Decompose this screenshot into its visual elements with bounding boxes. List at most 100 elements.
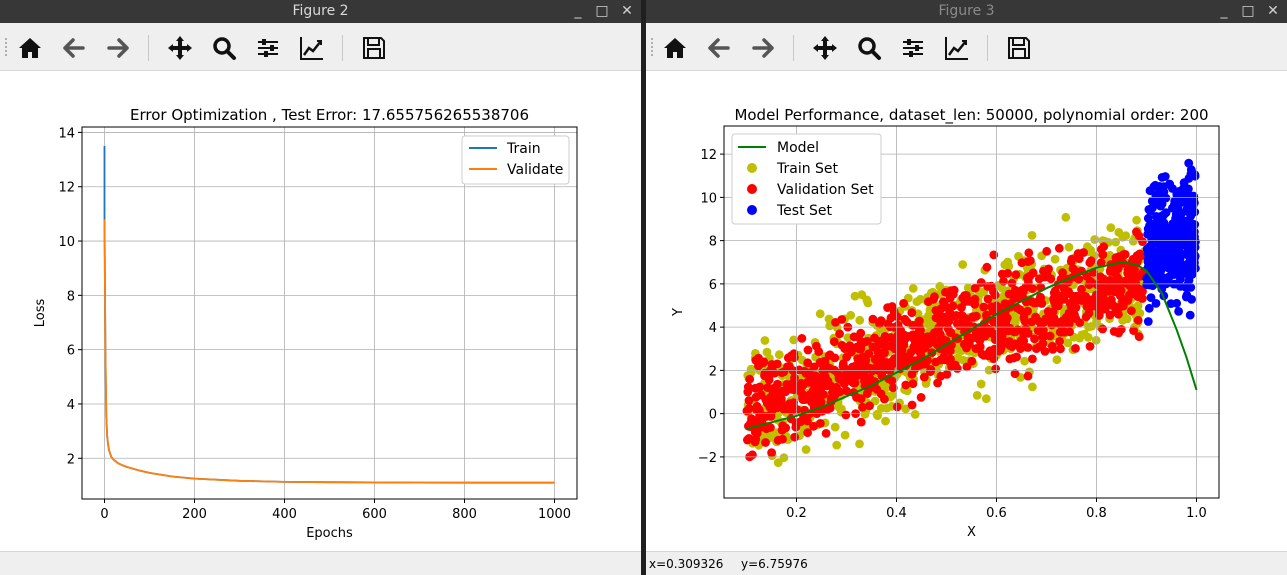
point [1010,327,1020,337]
point [952,364,962,373]
y-axis-label: Loss [33,299,48,328]
point [897,344,906,354]
point [791,422,801,432]
point [1158,278,1168,287]
save-icon[interactable] [1004,33,1034,63]
point [989,250,999,260]
point [838,361,848,371]
configure-subplots-icon[interactable] [253,33,283,63]
point [797,334,807,343]
point [889,357,898,367]
point [981,394,991,404]
point [809,421,818,431]
point [767,448,776,457]
point [803,345,813,355]
legend-label: Train Set [776,161,839,177]
figure-window-2: Figure 3 _ □ ✕ 0.2 0.4 0.6 0. [646,0,1287,575]
point [944,316,954,326]
model-performance-chart[interactable]: 0.2 0.4 0.6 0.8 1.0 −2 0 2 4 6 8 10 12 Model Performa… [646,72,1287,550]
y-axis-label: Y [671,308,686,317]
point [962,362,972,372]
edit-axis-icon[interactable] [297,33,327,63]
point [796,387,806,397]
point [991,364,1001,374]
x-tick-label: 200 [182,507,207,522]
titlebar[interactable]: Figure 2 _ □ ✕ [0,0,641,23]
toolbar-grip-icon[interactable] [4,37,8,57]
axes-frame [81,126,578,500]
y-tick-label: 0 [709,408,717,423]
point [1127,306,1136,316]
back-arrow-icon[interactable] [704,33,734,63]
point [899,299,908,308]
maximize-icon[interactable]: □ [1241,3,1255,19]
point [825,350,835,360]
zoom-icon[interactable] [854,33,884,63]
point [962,291,971,300]
status-x-readout: x=0.309326 [649,557,724,571]
point [1021,324,1031,334]
status-y-readout: y=6.75976 [741,557,808,571]
minimize-icon[interactable]: _ [1220,3,1228,19]
point [1129,326,1138,335]
point [1166,232,1176,242]
legend-swatch [747,205,757,215]
point [1107,295,1116,305]
save-icon[interactable] [359,33,389,63]
point [987,302,997,312]
point [777,368,787,378]
point [1183,233,1192,242]
point [1068,264,1078,274]
home-icon[interactable] [660,33,690,63]
point [883,303,892,312]
point [982,262,992,272]
point [1058,268,1067,277]
y-tick-label: 10 [700,191,717,206]
point [1121,231,1131,241]
close-icon[interactable]: ✕ [1267,3,1279,19]
loss-chart[interactable]: 0 200 400 600 800 1000 2 4 6 8 10 12 14 Error Optimiz… [0,72,641,550]
point [778,434,787,444]
point [1189,192,1199,202]
point [810,389,820,399]
point [754,353,763,363]
close-icon[interactable]: ✕ [621,3,633,19]
point [832,440,842,450]
legend-box [731,133,882,225]
point [1138,287,1147,296]
point [1077,330,1087,340]
legend-label: Validate [507,162,563,178]
point [1032,344,1041,353]
point [840,430,850,440]
point [989,354,999,364]
titlebar[interactable]: Figure 3 _ □ ✕ [646,0,1287,23]
forward-arrow-icon[interactable] [748,33,778,63]
toolbar-grip-icon[interactable] [650,37,654,57]
point [864,349,874,358]
series-line-validate [103,219,555,484]
y-tick-label: 8 [709,235,717,250]
minimize-icon[interactable]: _ [574,3,582,19]
point [983,324,993,334]
point [807,375,817,384]
pan-icon[interactable] [810,33,840,63]
pan-icon[interactable] [165,33,195,63]
point [1064,242,1074,252]
point [959,356,969,365]
point [934,323,943,333]
edit-axis-icon[interactable] [942,33,972,63]
point [1187,270,1197,279]
point [849,332,859,342]
point [1143,317,1153,326]
maximize-icon[interactable]: □ [595,3,609,19]
back-arrow-icon[interactable] [59,33,89,63]
point [790,432,800,442]
point [847,377,857,387]
point [1085,276,1095,286]
point [886,333,895,342]
home-icon[interactable] [15,33,45,63]
forward-arrow-icon[interactable] [103,33,133,63]
configure-subplots-icon[interactable] [898,33,928,63]
zoom-icon[interactable] [209,33,239,63]
point [1096,245,1106,254]
